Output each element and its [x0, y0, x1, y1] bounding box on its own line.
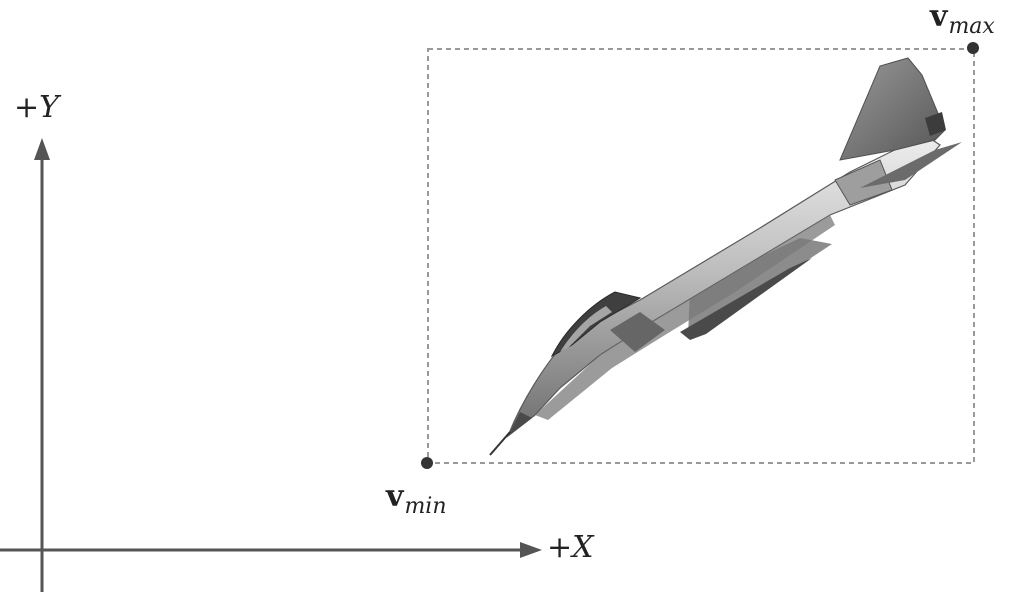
jet-probe: [489, 431, 511, 456]
y-axis-label-sign: +: [14, 90, 40, 125]
jet-engine: [834, 159, 893, 206]
v-min-subscript: min: [404, 494, 447, 519]
x-axis-arrowhead: [520, 542, 542, 558]
jet-belly: [535, 215, 835, 420]
fighter-jet-icon: [489, 57, 962, 456]
v-min-point: [421, 457, 433, 469]
jet-canopy-glass: [560, 306, 612, 352]
y-axis-arrowhead: [34, 138, 50, 160]
bounding-box: [427, 48, 975, 464]
x-axis-label-var: X: [572, 530, 594, 565]
v-max-point: [967, 42, 979, 54]
x-axis-label-sign: +: [547, 530, 573, 565]
jet-stabilizer: [860, 142, 962, 188]
y-axis-label: +Y: [14, 93, 59, 123]
jet-tail-detail: [925, 112, 946, 136]
x-axis-label: +X: [547, 533, 594, 563]
v-max-subscript: max: [948, 14, 995, 39]
jet-fuel-tank: [680, 258, 812, 340]
jet-nose: [508, 412, 532, 436]
coordinate-axes: [0, 138, 542, 592]
v-min-symbol: v: [386, 479, 404, 514]
v-min-label: vmin: [386, 479, 447, 518]
jet-intake: [610, 312, 665, 352]
y-axis-label-var: Y: [39, 90, 59, 125]
jet-tail-fin: [839, 57, 946, 161]
v-max-label: vmax: [930, 0, 995, 38]
v-max-symbol: v: [930, 0, 948, 34]
